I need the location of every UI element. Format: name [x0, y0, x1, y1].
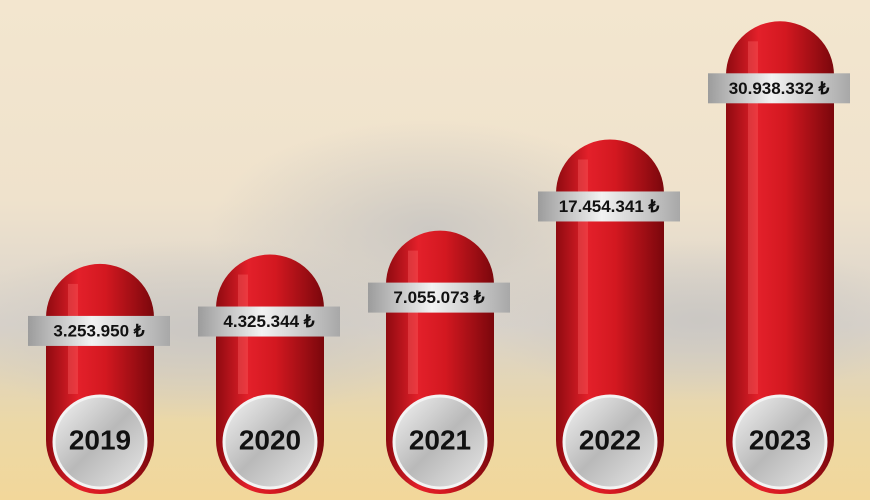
value-label: 30.938.332 ₺ — [729, 79, 830, 98]
value-label: 4.325.344 ₺ — [223, 312, 314, 331]
x-tick-label: 2023 — [749, 424, 811, 455]
chart: 3.253.950 ₺ 2019 4.325.344 ₺ 2020 7.055.073 … — [0, 0, 870, 500]
x-tick-label: 2021 — [409, 424, 471, 455]
value-label: 3.253.950 ₺ — [53, 321, 144, 340]
value-label: 7.055.073 ₺ — [393, 288, 484, 307]
x-tick-label: 2022 — [579, 424, 641, 455]
x-tick-label: 2019 — [69, 424, 131, 455]
value-label: 17.454.341 ₺ — [559, 197, 660, 216]
bar-highlight — [408, 251, 418, 394]
x-tick-label: 2020 — [239, 424, 301, 455]
